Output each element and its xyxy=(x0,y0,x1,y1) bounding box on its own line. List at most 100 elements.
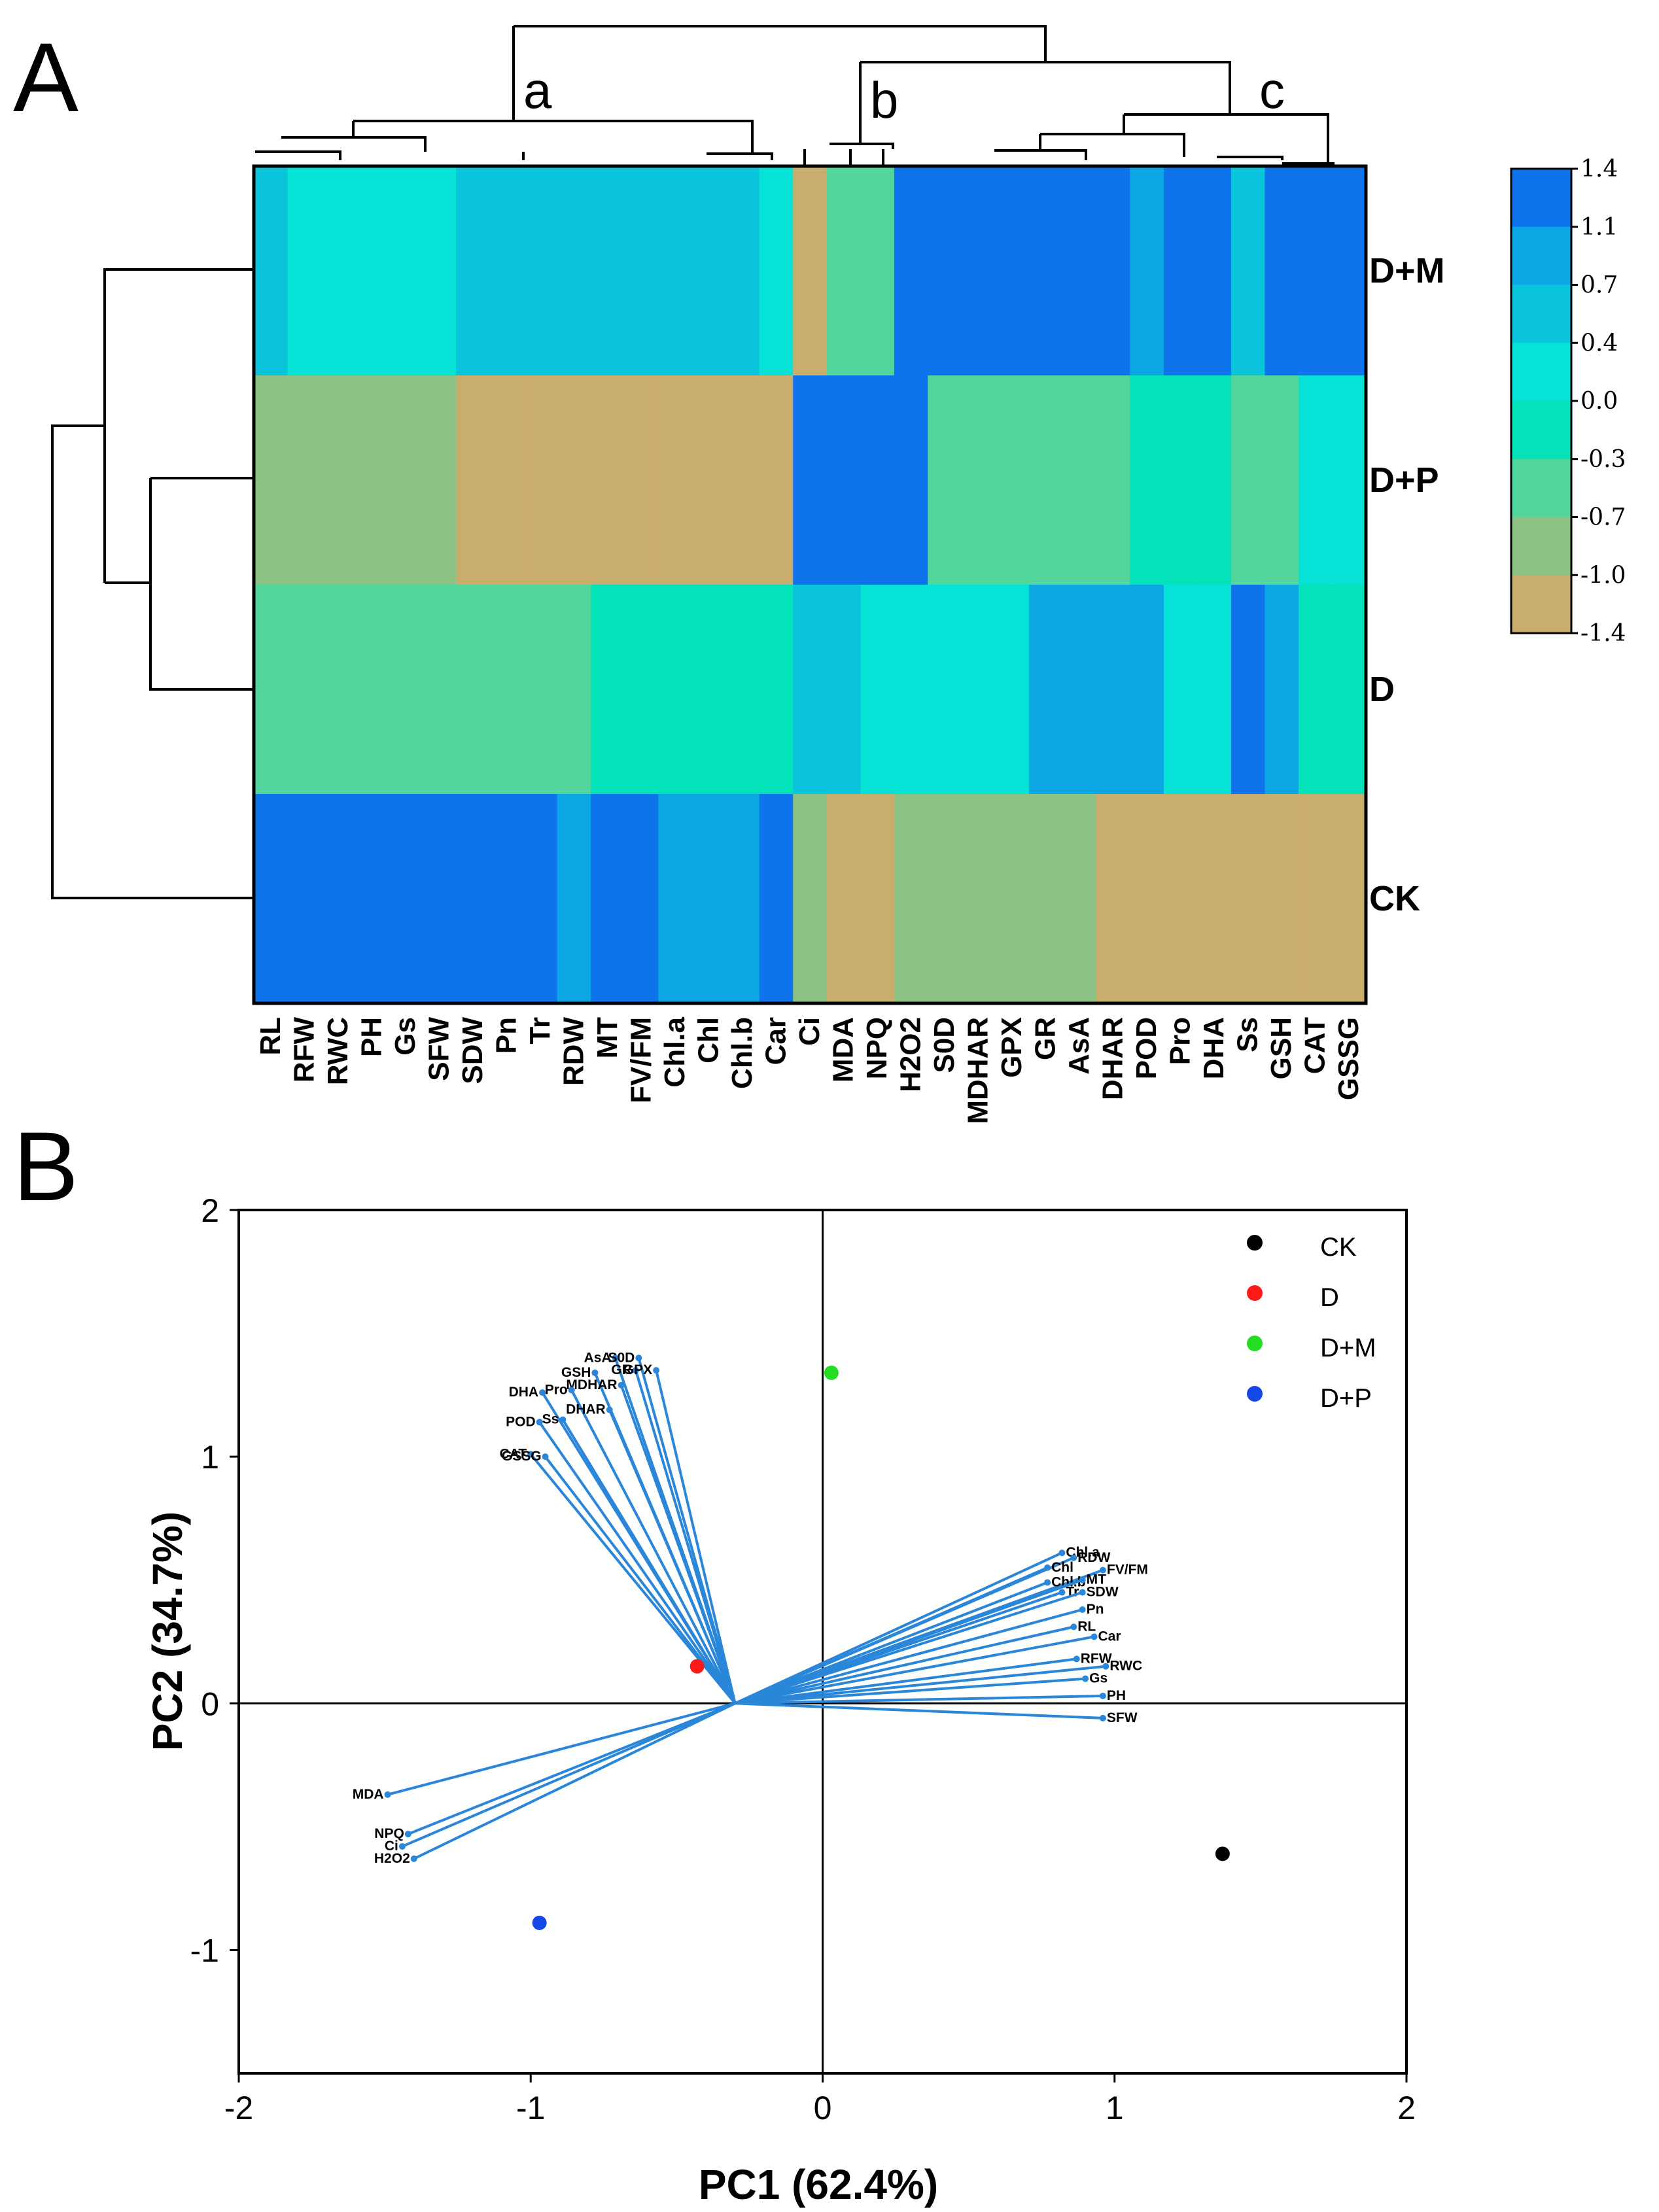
loading-vector-head xyxy=(1044,1564,1051,1571)
loading-label: Gs xyxy=(1089,1671,1108,1686)
heatmap-cell xyxy=(1231,585,1266,795)
pca-x-tick-label: 0 xyxy=(814,2090,832,2126)
heatmap-cell xyxy=(254,585,288,795)
legend-label: D+M xyxy=(1320,1334,1376,1362)
heatmap-cell xyxy=(624,585,659,795)
heatmap-cell xyxy=(591,794,625,1004)
heatmap-cell xyxy=(860,794,895,1004)
heatmap-cell xyxy=(557,585,591,795)
heatmap-cell xyxy=(860,375,895,585)
loading-vector-head xyxy=(1058,1549,1066,1557)
column-label: Chl.a xyxy=(659,1016,691,1087)
heatmap-cell xyxy=(1062,375,1097,585)
loading-vector-head xyxy=(404,1831,411,1838)
heatmap-cell xyxy=(1298,375,1333,585)
heatmap-cell xyxy=(793,166,828,376)
colorbar-label: 0.7 xyxy=(1580,272,1618,299)
column-label: DHA xyxy=(1198,1017,1230,1079)
score-point xyxy=(824,1365,839,1380)
column-label: Tr xyxy=(524,1017,556,1045)
loading-vector-head xyxy=(1091,1633,1098,1640)
heatmap-cell xyxy=(725,794,760,1004)
column-label: SDW xyxy=(457,1017,489,1084)
heatmap-cell xyxy=(456,166,491,376)
pca-y-axis-title: PC2 (34.7%) xyxy=(144,1512,191,1751)
column-label: RFW xyxy=(288,1017,320,1083)
loading-label: DHA xyxy=(509,1385,539,1400)
column-label: GR xyxy=(1030,1017,1062,1060)
score-point xyxy=(1215,1846,1230,1861)
loading-vector-head xyxy=(612,1355,619,1362)
loading-vector xyxy=(538,1421,737,1704)
loading-vector-head xyxy=(398,1843,406,1850)
loading-vector-head xyxy=(527,1451,534,1458)
heatmap-cell xyxy=(995,585,1030,795)
loading-label: POD xyxy=(506,1414,536,1429)
column-label: Pn xyxy=(490,1017,522,1054)
heatmap-cell xyxy=(658,375,693,585)
heatmap-cell xyxy=(1197,375,1232,585)
heatmap-cell xyxy=(489,166,524,376)
heatmap-cell xyxy=(1265,585,1299,795)
heatmap-cell xyxy=(1265,166,1299,376)
loading-label: CAT xyxy=(500,1446,527,1461)
loading-vector-head xyxy=(618,1381,625,1389)
heatmap-cell xyxy=(1298,585,1333,795)
colorbar-swatch xyxy=(1511,169,1571,228)
heatmap-cell xyxy=(1298,166,1333,376)
heatmap-cell xyxy=(1028,794,1063,1004)
heatmap-cell xyxy=(355,166,389,376)
column-dendrogram xyxy=(255,25,1335,165)
heatmap-cell xyxy=(1197,794,1232,1004)
loading-vector-head xyxy=(410,1855,417,1862)
colorbar-label: 1.4 xyxy=(1580,156,1618,182)
heatmap-cell xyxy=(961,375,996,585)
heatmap-cell xyxy=(658,585,693,795)
heatmap-cell xyxy=(759,794,794,1004)
heatmap-cell xyxy=(591,166,625,376)
heatmap-cell xyxy=(523,166,558,376)
heatmap-cell xyxy=(321,166,356,376)
column-label: H2O2 xyxy=(895,1017,927,1092)
column-label: GSSG xyxy=(1333,1017,1365,1100)
heatmap-cell xyxy=(928,166,962,376)
score-point xyxy=(690,1659,705,1674)
heatmap-cell xyxy=(1231,375,1266,585)
colorbar-label: 1.1 xyxy=(1580,214,1618,241)
loading-label: Pro xyxy=(545,1382,568,1397)
loading-vector xyxy=(544,1455,737,1704)
heatmap-cell xyxy=(894,166,928,376)
loading-label: AsA xyxy=(584,1350,612,1365)
heatmap xyxy=(254,166,1367,1004)
colorbar: 1.4 1.1 0.7 0.4 0.0 -0.3 -0.7 -1.0 -1.4 xyxy=(1510,156,1626,647)
heatmap-cell xyxy=(254,375,288,585)
loading-vector-head xyxy=(568,1387,575,1394)
heatmap-cell xyxy=(489,585,524,795)
loading-vector xyxy=(734,1566,1048,1705)
heatmap-cell xyxy=(826,375,861,585)
colorbar-swatch xyxy=(1511,458,1571,517)
loading-label: Ss xyxy=(542,1412,559,1427)
heatmap-cell xyxy=(1163,166,1198,376)
heatmap-cell xyxy=(1028,166,1063,376)
loading-vector-head xyxy=(1099,1692,1106,1699)
heatmap-cell xyxy=(557,794,591,1004)
heatmap-cell xyxy=(287,166,322,376)
pca-y-tick-label: -1 xyxy=(190,1932,219,1969)
column-label: RDW xyxy=(557,1017,589,1086)
heatmap-cell xyxy=(1096,166,1130,376)
loading-vector-head xyxy=(591,1369,599,1376)
heatmap-cell xyxy=(691,166,726,376)
heatmap-cell xyxy=(894,794,928,1004)
loading-vector-head xyxy=(1070,1623,1077,1631)
heatmap-cell xyxy=(1062,585,1097,795)
heatmap-cell xyxy=(1096,375,1130,585)
heatmap-cell xyxy=(422,585,457,795)
loading-vector xyxy=(735,1702,1103,1719)
loading-label: MDHAR xyxy=(566,1377,617,1392)
heatmap-cell xyxy=(489,794,524,1004)
column-label: NPQ xyxy=(861,1017,893,1079)
heatmap-cell xyxy=(422,166,457,376)
heatmap-cell xyxy=(658,794,693,1004)
column-label: DHAR xyxy=(1097,1017,1129,1100)
